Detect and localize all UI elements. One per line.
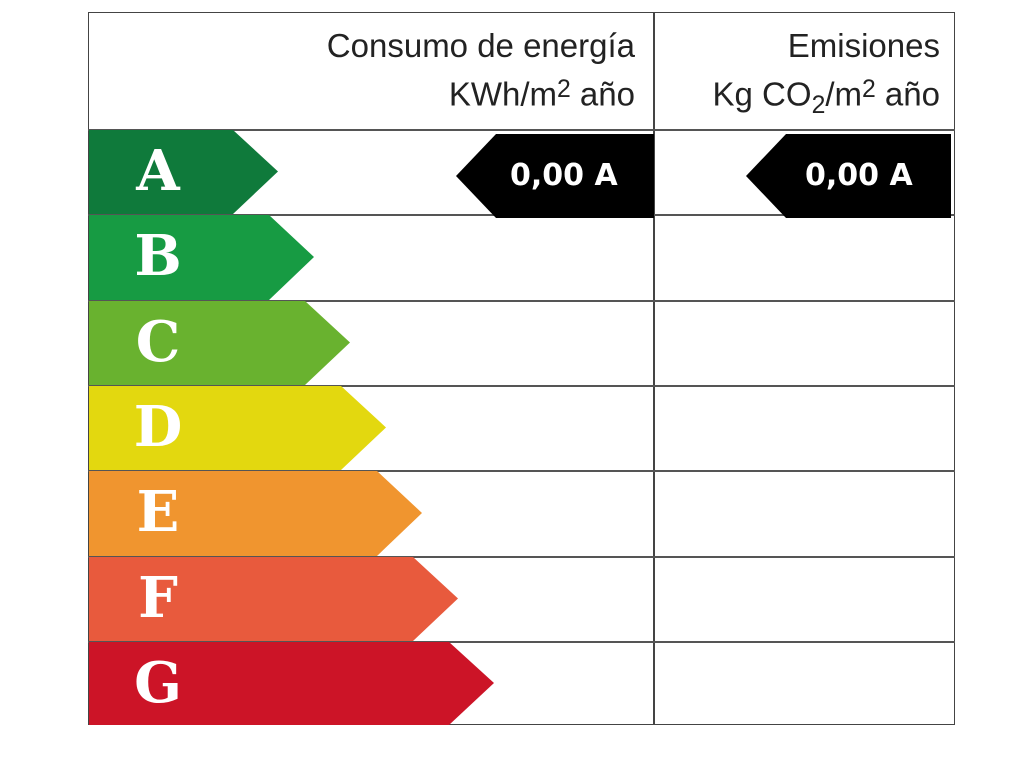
consumption-rating-marker: [456, 134, 654, 218]
row-divider: [88, 470, 955, 472]
class-arrow-d: [89, 386, 386, 470]
class-arrow-b: [89, 215, 314, 300]
class-arrow-f: [89, 557, 458, 641]
emissions-title: Emisiones: [787, 27, 940, 64]
column-divider: [653, 12, 655, 725]
class-arrow-c: [89, 301, 350, 385]
consumption-header: Consumo de energía KWh/m2 año: [150, 24, 635, 117]
class-letter-c: C: [135, 309, 181, 375]
consumption-rating-label: 0,00 A: [510, 158, 618, 193]
emissions-unit: Kg CO2/m2 año: [712, 75, 940, 120]
emissions-rating-label: 0,00 A: [805, 158, 913, 193]
emissions-header: Emisiones Kg CO2/m2 año: [660, 24, 940, 128]
row-divider: [88, 641, 955, 643]
row-divider: [88, 129, 955, 131]
class-letter-g: G: [134, 650, 182, 716]
class-letter-f: F: [138, 565, 178, 631]
row-divider: [88, 300, 955, 302]
row-divider: [88, 556, 955, 558]
class-letter-b: B: [134, 223, 182, 289]
emissions-rating-marker: [746, 134, 951, 218]
class-letter-e: E: [136, 479, 180, 545]
class-arrow-e: [89, 471, 422, 556]
energy-label-frame: [88, 12, 955, 725]
consumption-title: Consumo de energía: [326, 27, 635, 64]
class-letter-a: A: [136, 138, 180, 204]
row-divider: [88, 385, 955, 387]
consumption-unit: KWh/m2 año: [448, 75, 635, 113]
class-letter-d: D: [133, 394, 183, 460]
class-arrow-a: [89, 130, 278, 214]
class-arrow-g: [89, 642, 494, 725]
